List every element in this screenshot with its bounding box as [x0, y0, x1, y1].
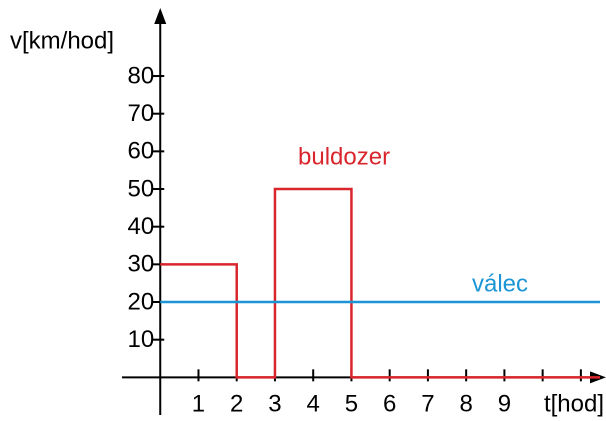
x-tick-label: 5: [345, 391, 358, 418]
y-tick-label: 80: [128, 62, 155, 89]
x-tick-label: 7: [421, 391, 434, 418]
y-axis-label: v[km/hod]: [10, 27, 114, 54]
x-tick-label: 6: [383, 391, 396, 418]
y-axis-arrow: [154, 8, 167, 24]
series-line: [160, 187, 600, 379]
x-tick-label: 4: [307, 391, 320, 418]
x-axis-label: t[hod]: [544, 390, 604, 417]
x-tick-label: 1: [192, 391, 205, 418]
series-label: buldozer: [298, 143, 390, 170]
y-tick-label: 60: [128, 138, 155, 165]
y-tick-label: 40: [128, 213, 155, 240]
x-tick-label: 8: [459, 391, 472, 418]
y-tick-label: 20: [128, 288, 155, 315]
x-tick-label: 3: [268, 391, 281, 418]
series-label: válec: [472, 270, 528, 297]
y-tick-label: 50: [128, 175, 155, 202]
x-tick-label: 9: [498, 391, 511, 418]
y-tick-label: 10: [128, 326, 155, 353]
y-tick-label: 70: [128, 100, 155, 127]
x-tick-label: 2: [230, 391, 243, 418]
y-tick-label: 30: [128, 251, 155, 278]
